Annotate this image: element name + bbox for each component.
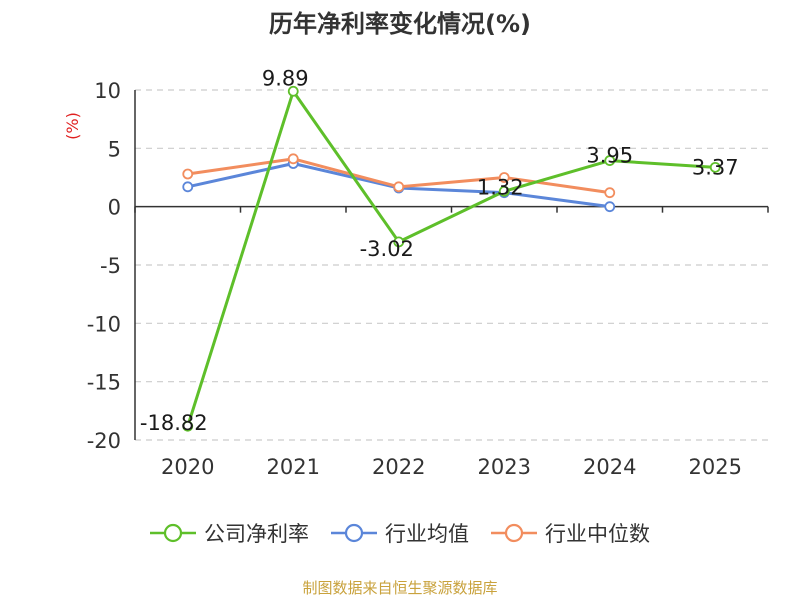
data-point: [182, 420, 194, 432]
data-point: [604, 155, 616, 166]
data-point: [709, 161, 721, 173]
y-tick-label: 10: [94, 79, 121, 103]
data-point: [604, 201, 616, 213]
x-tick-label: 2020: [161, 455, 214, 479]
data-point: [393, 181, 405, 193]
legend-marker-icon: [331, 523, 377, 543]
legend: 公司净利率 行业均值 行业中位数: [0, 518, 800, 548]
legend-label: 公司净利率: [204, 522, 309, 546]
legend-marker-icon: [491, 523, 537, 543]
data-point: [182, 181, 194, 193]
data-point: [287, 153, 299, 165]
data-label: 1.32: [477, 175, 524, 199]
legend-item[interactable]: 行业中位数: [491, 518, 650, 548]
y-axis-label: (%): [63, 112, 82, 140]
y-tick-label: -20: [87, 429, 121, 453]
series-line: [186, 89, 716, 427]
data-point: [604, 187, 616, 199]
legend-item[interactable]: 公司净利率: [150, 518, 309, 548]
y-tick-label: -15: [87, 371, 121, 395]
legend-item[interactable]: 行业均值: [331, 518, 469, 548]
data-point: [287, 85, 299, 97]
data-point: [182, 168, 194, 180]
legend-label: 行业中位数: [545, 522, 650, 546]
source-note: 制图数据来自恒生聚源数据库: [302, 579, 498, 597]
y-tick-label: 5: [108, 137, 121, 161]
data-label: 9.89: [262, 66, 309, 90]
data-point: [393, 236, 405, 248]
chart-title: 历年净利率变化情况(%): [269, 10, 531, 38]
x-tick-label: 2022: [372, 455, 425, 479]
y-tick-label: 0: [108, 196, 121, 220]
x-tick-label: 2025: [689, 455, 742, 479]
data-label: 3.37: [692, 155, 739, 179]
data-label: -18.82: [140, 411, 208, 435]
x-tick-label: 2021: [267, 455, 320, 479]
data-point: [498, 185, 510, 197]
y-tick-label: -10: [87, 312, 121, 336]
legend-marker-icon: [150, 523, 196, 543]
data-point: [498, 172, 510, 183]
x-tick-label: 2024: [583, 455, 636, 479]
x-tick-label: 2023: [478, 455, 531, 479]
legend-label: 行业均值: [385, 522, 469, 546]
data-label: 3.95: [586, 144, 633, 168]
y-tick-label: -5: [100, 254, 121, 278]
data-label: -3.02: [360, 237, 414, 261]
